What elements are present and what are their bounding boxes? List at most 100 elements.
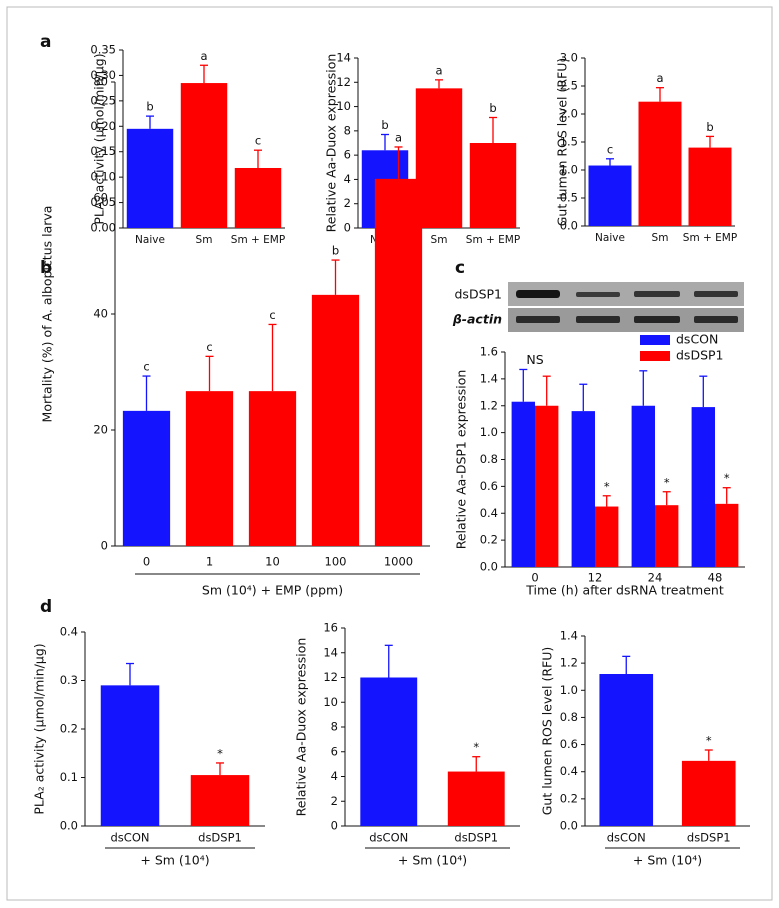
y-tick-label: 0.00 xyxy=(90,221,116,235)
bar-annotation: c xyxy=(269,308,275,322)
y-tick-label: 0.0 xyxy=(60,819,78,833)
y-tick-label: 0.0 xyxy=(560,219,578,233)
legend-label: dsCON xyxy=(676,332,718,347)
y-tick-label: 0.5 xyxy=(560,191,578,205)
gel-label: dsDSP1 xyxy=(455,287,503,302)
x-axis-label: + Sm (10⁴) xyxy=(398,853,467,868)
bar-annotation: * xyxy=(724,471,730,485)
x-tick-label: 1000 xyxy=(384,555,413,569)
bar-annotation: a xyxy=(395,130,402,144)
bar xyxy=(126,128,174,228)
y-tick-label: 1.0 xyxy=(560,683,578,697)
bar xyxy=(535,405,559,567)
x-tick-label: dsDSP1 xyxy=(687,831,731,845)
x-tick-label: Sm xyxy=(431,234,448,246)
x-tick-label: Naive xyxy=(135,234,165,246)
y-tick-label: 1.2 xyxy=(560,656,578,670)
bar-annotation: * xyxy=(217,746,223,760)
bar xyxy=(511,401,535,567)
y-tick-label: 20 xyxy=(93,423,108,437)
bar-annotation: c xyxy=(206,340,212,354)
bar xyxy=(185,391,234,546)
bar xyxy=(248,391,297,546)
y-tick-label: 4 xyxy=(344,172,351,186)
y-tick-label: 60 xyxy=(93,191,108,205)
x-tick-label: Sm xyxy=(196,234,213,246)
y-axis-label: Gut lumen ROS level (RFU) xyxy=(555,58,570,227)
y-tick-label: 8 xyxy=(344,123,351,137)
bar-annotation: c xyxy=(607,142,613,156)
y-tick-label: 3.0 xyxy=(560,51,578,65)
y-tick-label: 6 xyxy=(344,148,351,162)
x-tick-label: dsDSP1 xyxy=(198,831,242,845)
y-tick-label: 1.5 xyxy=(560,135,578,149)
bar xyxy=(415,88,463,228)
y-tick-label: 1.4 xyxy=(560,629,578,643)
panel-label: d xyxy=(40,597,52,617)
bar xyxy=(234,167,282,228)
bar xyxy=(122,410,171,546)
x-axis-label: + Sm (10⁴) xyxy=(633,853,702,868)
bar-annotation: b xyxy=(146,100,153,114)
bar-annotation: a xyxy=(200,49,207,63)
y-axis-label: Relative Aa-Duox expression xyxy=(294,638,309,817)
bar-annotation: b xyxy=(489,101,496,115)
legend-label: dsDSP1 xyxy=(676,348,724,363)
y-tick-label: 0 xyxy=(101,539,108,553)
bar xyxy=(180,83,228,228)
bar xyxy=(311,294,360,546)
bar xyxy=(638,101,682,226)
y-axis-label: PLA₂ activity (μmol/min/μg) xyxy=(32,643,47,814)
bar-annotation: a xyxy=(656,71,663,85)
x-tick-label: Naive xyxy=(595,232,625,244)
y-tick-label: 2 xyxy=(331,794,338,808)
legend-swatch xyxy=(640,335,670,345)
y-tick-label: 0.0 xyxy=(480,560,498,574)
panel-label: b xyxy=(40,258,52,278)
bar-annotation: * xyxy=(604,479,610,493)
x-tick-label: dsDSP1 xyxy=(454,831,498,845)
y-tick-label: 0.05 xyxy=(90,195,116,209)
y-tick-label: 0.2 xyxy=(60,722,78,736)
bar xyxy=(469,143,517,228)
bar xyxy=(715,503,739,567)
bar xyxy=(190,775,250,826)
bar-annotation: c xyxy=(255,134,261,148)
x-tick-label: Sm xyxy=(652,232,669,244)
gel-label: β-actin xyxy=(452,312,502,327)
x-tick-label: 48 xyxy=(708,571,723,585)
bar xyxy=(100,685,160,826)
bar-annotation: * xyxy=(473,740,479,754)
y-axis-label: Relative Aa-Duox expression xyxy=(324,54,339,233)
y-tick-label: 0.4 xyxy=(560,764,578,778)
y-tick-label: 1.6 xyxy=(480,345,498,359)
y-tick-label: 0.4 xyxy=(60,625,78,639)
bar xyxy=(595,506,619,567)
x-tick-label: 1 xyxy=(206,555,213,569)
x-tick-label: dsCON xyxy=(369,831,408,845)
y-tick-label: 0.8 xyxy=(480,452,498,466)
y-tick-label: 0.4 xyxy=(480,506,498,520)
y-tick-label: 1.2 xyxy=(480,398,498,412)
bar-annotation: a xyxy=(435,63,442,77)
bar xyxy=(631,405,655,567)
x-axis-label: Sm (10⁴) + EMP (ppm) xyxy=(202,583,343,598)
y-tick-label: 0.3 xyxy=(60,673,78,687)
y-tick-label: 1.0 xyxy=(480,425,498,439)
y-tick-label: 0 xyxy=(331,819,338,833)
y-tick-label: 12 xyxy=(336,75,351,89)
x-tick-label: 10 xyxy=(265,555,280,569)
x-tick-label: Sm + EMP xyxy=(683,232,737,244)
y-tick-label: 10 xyxy=(323,695,338,709)
bar xyxy=(447,771,505,826)
y-tick-label: 2 xyxy=(344,196,351,210)
y-tick-label: 2.0 xyxy=(560,107,578,121)
y-tick-label: 1.0 xyxy=(560,163,578,177)
y-tick-label: 8 xyxy=(331,720,338,734)
group-annotation: NS xyxy=(526,352,543,367)
bar-annotation: b xyxy=(706,120,713,134)
x-tick-label: 12 xyxy=(588,571,603,585)
bar xyxy=(655,505,679,567)
y-tick-label: 0 xyxy=(344,221,351,235)
x-tick-label: dsCON xyxy=(111,831,150,845)
